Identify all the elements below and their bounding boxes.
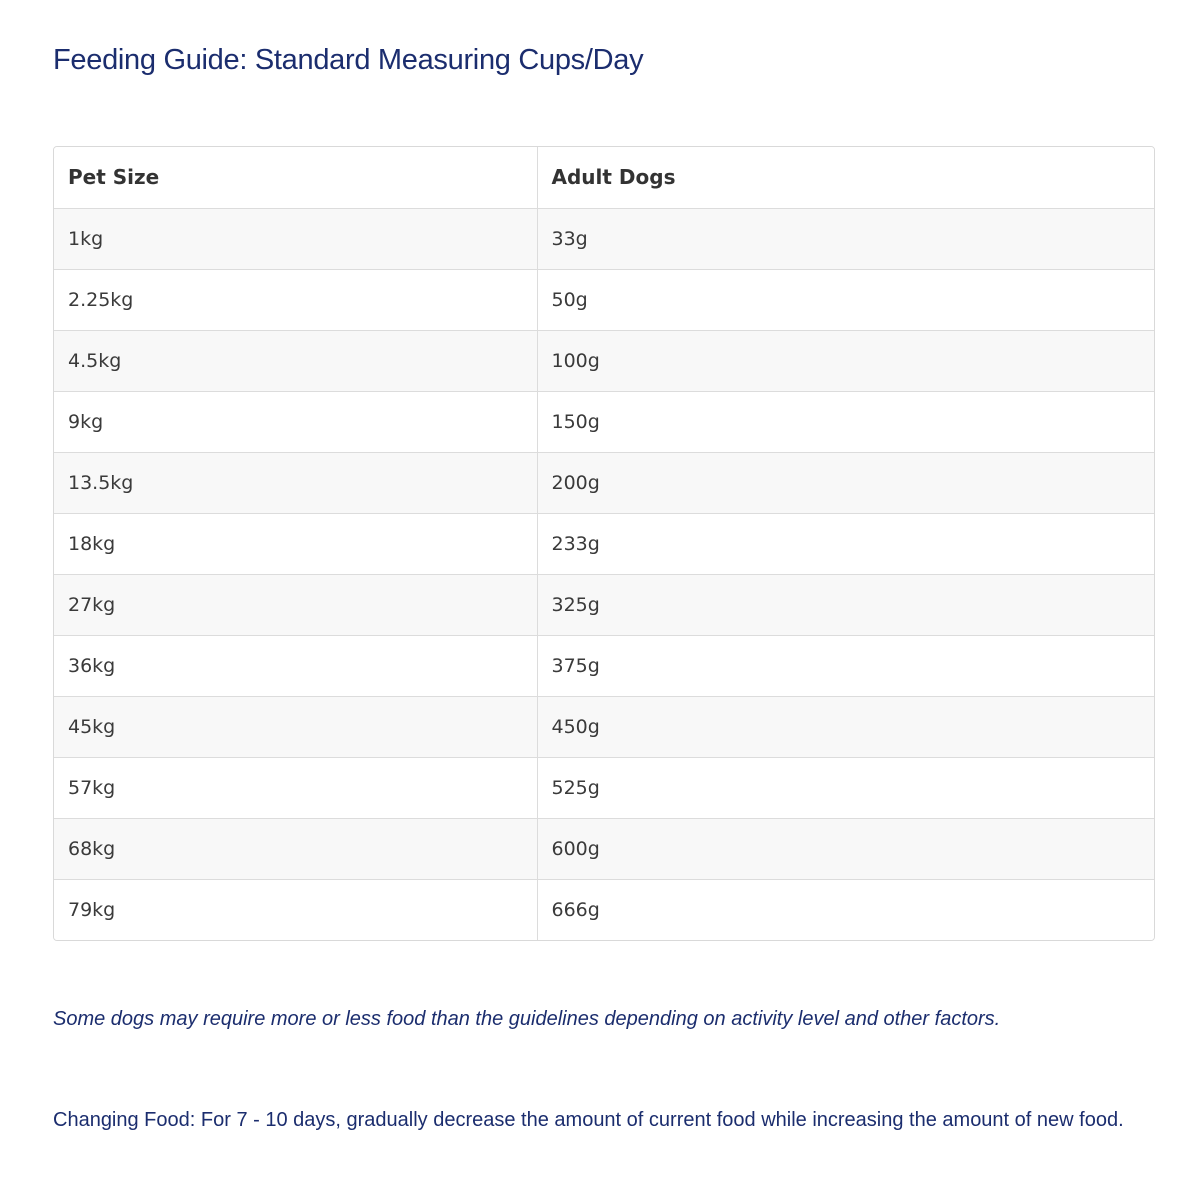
pet-size-cell: 45kg (54, 696, 537, 758)
adult-dogs-cell: 100g (536, 330, 1154, 392)
table-row: 2.25kg 50g (54, 269, 1154, 331)
column-header-pet-size: Pet Size (54, 147, 537, 209)
column-header-adult-dogs: Adult Dogs (536, 147, 1154, 209)
adult-dogs-cell: 450g (536, 696, 1154, 758)
table-row: 45kg 450g (54, 696, 1154, 758)
table-row: 4.5kg 100g (54, 330, 1154, 392)
table-row: 1kg 33g (54, 208, 1154, 270)
pet-size-cell: 9kg (54, 391, 537, 453)
changing-food-note: Changing Food: For 7 - 10 days, graduall… (53, 1109, 1124, 1131)
pet-size-cell: 36kg (54, 635, 537, 697)
table-row: 13.5kg 200g (54, 452, 1154, 514)
table-row: 57kg 525g (54, 757, 1154, 819)
adult-dogs-cell: 50g (536, 269, 1154, 331)
adult-dogs-cell: 33g (536, 208, 1154, 270)
adult-dogs-cell: 200g (536, 452, 1154, 514)
table-row: 79kg 666g (54, 879, 1154, 940)
feeding-note: Some dogs may require more or less food … (53, 1008, 1001, 1030)
adult-dogs-cell: 600g (536, 818, 1154, 880)
pet-size-cell: 68kg (54, 818, 537, 880)
adult-dogs-cell: 375g (536, 635, 1154, 697)
pet-size-cell: 13.5kg (54, 452, 537, 514)
adult-dogs-cell: 325g (536, 574, 1154, 636)
feeding-guide-table: Pet Size Adult Dogs 1kg 33g 2.25kg 50g 4… (54, 147, 1154, 940)
page-title: Feeding Guide: Standard Measuring Cups/D… (53, 44, 644, 76)
adult-dogs-cell: 525g (536, 757, 1154, 819)
table-row: 36kg 375g (54, 635, 1154, 697)
pet-size-cell: 27kg (54, 574, 537, 636)
table-row: 18kg 233g (54, 513, 1154, 575)
pet-size-cell: 79kg (54, 879, 537, 940)
pet-size-cell: 1kg (54, 208, 537, 270)
pet-size-cell: 18kg (54, 513, 537, 575)
table-row: 9kg 150g (54, 391, 1154, 453)
table-row: 27kg 325g (54, 574, 1154, 636)
pet-size-cell: 2.25kg (54, 269, 537, 331)
pet-size-cell: 57kg (54, 757, 537, 819)
adult-dogs-cell: 233g (536, 513, 1154, 575)
adult-dogs-cell: 150g (536, 391, 1154, 453)
pet-size-cell: 4.5kg (54, 330, 537, 392)
adult-dogs-cell: 666g (536, 879, 1154, 940)
feeding-guide-table-container: Pet Size Adult Dogs 1kg 33g 2.25kg 50g 4… (53, 146, 1155, 941)
table-header-row: Pet Size Adult Dogs (54, 147, 1154, 209)
table-row: 68kg 600g (54, 818, 1154, 880)
